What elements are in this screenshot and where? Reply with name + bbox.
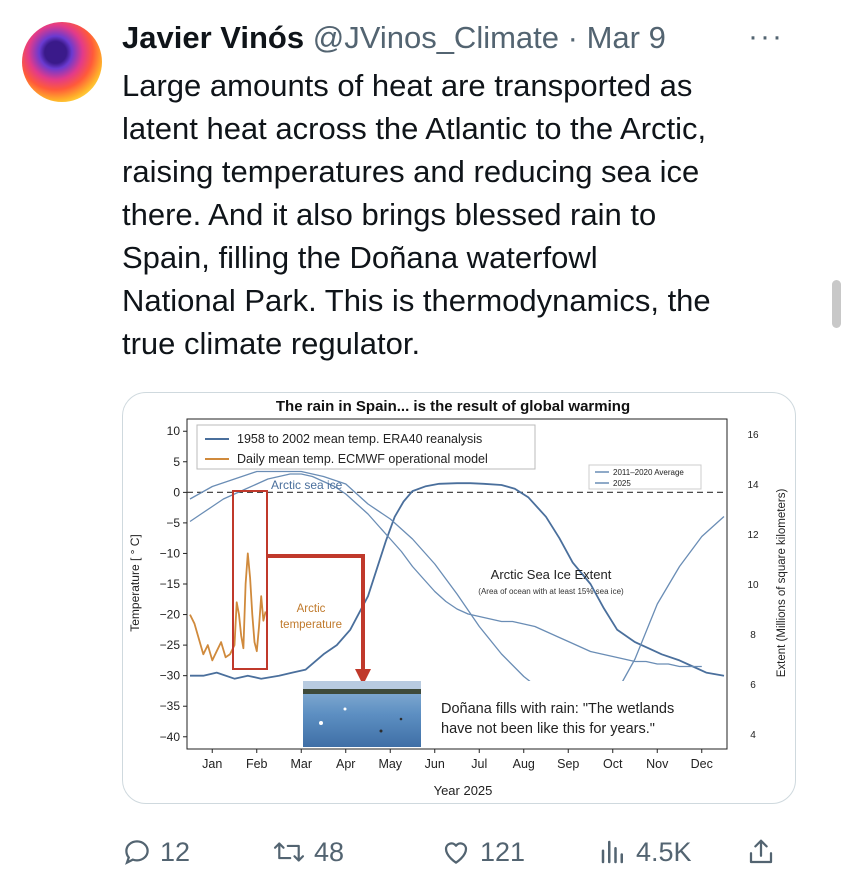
x-tick-label: Aug	[513, 757, 535, 771]
y-tick-label-left: −25	[160, 638, 181, 652]
repost-count: 48	[314, 836, 345, 867]
tweet-date[interactable]: Mar 9	[586, 20, 666, 55]
tweet-image[interactable]: The rain in Spain... is the result of gl…	[122, 392, 796, 804]
like-button[interactable]: 121	[440, 830, 525, 874]
x-tick-label: Oct	[603, 757, 623, 771]
series-ice-average	[189, 470, 725, 713]
y-tick-label-right: 10	[747, 580, 759, 591]
annotation-arctic-temp-1: Arctic	[297, 603, 326, 615]
series-ice-2025	[189, 473, 702, 668]
legend-box-ice	[588, 464, 702, 490]
annotation-sea-ice-extent: Arctic Sea Ice Extent	[491, 567, 612, 582]
legend-box	[196, 424, 536, 470]
highlight-box	[232, 490, 268, 670]
y-tick-label-left: −30	[160, 669, 181, 683]
donana-photo	[303, 681, 421, 747]
tweet-line: there. And it also brings blessed rain t…	[122, 197, 657, 232]
action-bar: 12 48 121 4.5K	[122, 830, 802, 874]
y-tick-label-left: −35	[160, 699, 181, 713]
callout-arrowhead	[355, 669, 371, 685]
views-count: 4.5K	[636, 836, 692, 867]
y-tick-label-left: −15	[160, 577, 181, 591]
y-tick-label-left: −20	[160, 608, 181, 622]
callout-arrow	[267, 554, 365, 669]
tweet-line: Spain, filling the Doñana waterfowl	[122, 240, 598, 275]
x-tick-label: Jul	[471, 757, 487, 771]
y-axis-label-left: Temperature [ ° C]	[128, 534, 142, 632]
x-tick-label: Jan	[202, 757, 222, 771]
tweet-line: raising temperatures and reducing sea ic…	[122, 154, 700, 189]
legend-entry-average: 2011–2020 Average	[613, 468, 684, 477]
legend-entry-mean: 1958 to 2002 mean temp. ERA40 reanalysis	[237, 432, 482, 446]
y-tick-label-left: −10	[160, 546, 181, 560]
heart-icon	[444, 842, 468, 864]
author-name[interactable]: Javier Vinós	[122, 20, 305, 55]
scrollbar-thumb[interactable]	[832, 280, 841, 328]
chart-svg: The rain in Spain... is the result of gl…	[128, 398, 788, 798]
y-tick-label-right: 4	[750, 730, 756, 741]
y-tick-label-right: 16	[747, 430, 759, 441]
y-tick-label-right: 14	[747, 480, 759, 491]
like-count: 121	[480, 836, 526, 867]
tweet-line: National Park. This is thermodynamics, t…	[122, 283, 711, 318]
author-handle[interactable]: @JVinos_Climate	[312, 20, 560, 55]
reply-button[interactable]: 12	[122, 830, 190, 874]
chart-title: The rain in Spain... is the result of gl…	[276, 398, 630, 415]
y-tick-label-left: −5	[166, 516, 180, 530]
y-tick-label-right: 12	[747, 530, 759, 541]
annotation-arctic-temp-2: temperature	[280, 619, 342, 631]
x-tick-label: May	[378, 757, 402, 771]
x-tick-label: Dec	[691, 757, 713, 771]
y-tick-label-right: 6	[750, 680, 756, 691]
share-icon	[749, 839, 773, 864]
annotation-sea-ice-note: (Area of ocean with at least 15% sea ice…	[478, 587, 624, 596]
series-daily-temp	[189, 552, 267, 662]
views-chart-icon	[601, 840, 623, 864]
y-tick-label-left: 0	[173, 485, 180, 499]
y-tick-label-left: −40	[160, 730, 181, 744]
donana-caption-2: have not been like this for years."	[441, 721, 655, 737]
legend-entry-2025: 2025	[613, 479, 631, 488]
reply-icon	[125, 840, 149, 865]
x-tick-label: Sep	[557, 757, 579, 771]
repost-icon	[273, 842, 305, 862]
reply-count: 12	[160, 836, 191, 867]
x-tick-label: Jun	[425, 757, 445, 771]
y-axis-label-right: Extent (Millions of square kilometers)	[776, 489, 788, 678]
series-mean-temp	[190, 482, 725, 680]
tweet-text: Large amounts of heat are transported as…	[122, 64, 802, 365]
donana-caption-1: Doñana fills with rain: "The wetlands	[441, 701, 674, 717]
x-tick-label: Mar	[290, 757, 312, 771]
author-avatar[interactable]	[22, 22, 102, 102]
x-tick-label: Feb	[246, 757, 268, 771]
x-tick-label: Apr	[336, 757, 355, 771]
tweet-line: Large amounts of heat are transported as	[122, 68, 693, 103]
tweet-header: Javier Vinós @JVinos_Climate · Mar 9	[122, 18, 666, 58]
y-tick-label-left: 5	[173, 455, 180, 469]
tweet-line: true climate regulator.	[122, 326, 421, 361]
y-tick-label-left: 10	[167, 424, 181, 438]
x-axis-label: Year 2025	[434, 783, 493, 798]
annotation-arctic-sea-ice: Arctic sea ice	[271, 478, 343, 492]
donana-caption-box	[421, 681, 721, 747]
share-button[interactable]	[746, 830, 784, 874]
views-button[interactable]: 4.5K	[598, 830, 692, 874]
y-tick-label-right: 8	[750, 630, 756, 641]
x-tick-label: Nov	[646, 757, 669, 771]
legend-entry-daily: Daily mean temp. ECMWF operational model	[237, 452, 488, 466]
more-options-icon[interactable]: ···	[748, 20, 784, 53]
header-separator: ·	[567, 20, 578, 55]
repost-button[interactable]: 48	[272, 830, 344, 874]
tweet-line: latent heat across the Atlantic to the A…	[122, 111, 707, 146]
